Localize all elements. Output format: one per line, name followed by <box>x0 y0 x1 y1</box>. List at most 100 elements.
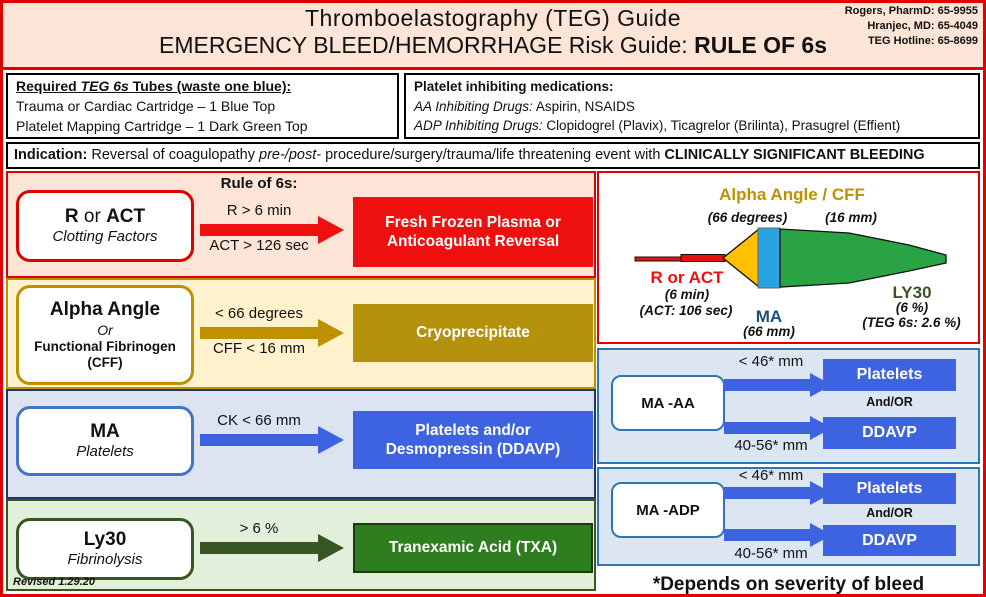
threshold-top: < 66 degrees <box>215 305 303 322</box>
arrow-head <box>318 216 344 244</box>
contact-line-pharmd: Rogers, PharmD: 65-9955 <box>844 5 978 17</box>
threshold-top: CK < 66 mm <box>217 412 301 429</box>
ma-aa-threshold-bottom: 40-56* mm <box>734 437 808 454</box>
ma-adp-target-platelets: Platelets <box>823 473 956 504</box>
ma-aa-panel: MA -AA < 46* mm Platelets And/OR DDAVP 4… <box>597 348 980 464</box>
ma-aa-threshold-top: < 46* mm <box>738 353 804 370</box>
indication-bar: Indication: Reversal of coagulopathy pre… <box>6 142 980 169</box>
arrow-head <box>318 319 344 347</box>
arrow-head <box>318 426 344 454</box>
ma-adp-target-ddavp: DDAVP <box>823 525 956 556</box>
tracing-ly30-value: (6 %) <box>895 300 929 315</box>
adp-drugs-value: Clopidogrel (Plavix), Ticagrelor (Brilin… <box>542 118 901 134</box>
rule-of-6s-label: Rule of 6s: <box>220 175 298 192</box>
adp-drugs-label: ADP Inhibiting Drugs: <box>414 118 543 134</box>
main-area: Rule of 6s: R or ACT Clotting Factors R … <box>6 171 980 594</box>
indication-text: procedure/surgery/trauma/life threatenin… <box>321 147 665 163</box>
header: Rogers, PharmD: 65-9955 Hranjec, MD: 65-… <box>3 3 983 70</box>
meds-heading: Platelet inhibiting medications: <box>414 79 614 94</box>
page-title: Thromboelastography (TEG) Guide <box>305 5 681 31</box>
indication-prepost: pre-/post- <box>259 147 322 163</box>
page-subtitle: EMERGENCY BLEED/HEMORRHAGE Risk Guide: R… <box>3 32 983 59</box>
arrow-bar <box>200 327 318 339</box>
param-box-ly30: Ly30 Fibrinolysis <box>16 518 194 580</box>
ma-adp-threshold-top: < 46* mm <box>738 467 804 484</box>
tubes-line-2: Platelet Mapping Cartridge – 1 Dark Gree… <box>16 117 308 134</box>
teg-tracing-panel: Alpha Angle / CFF (66 degrees) (16 mm) R… <box>597 171 980 344</box>
ma-aa-arrow-top <box>724 373 832 397</box>
aa-drugs-label: AA Inhibiting Drugs: <box>414 98 533 114</box>
ma-adp-arrow-bottom <box>724 523 832 547</box>
teg-tracing-svg <box>634 227 947 289</box>
flow-arrow-green <box>200 534 344 562</box>
severity-footnote: *Depends on severity of bleed <box>597 570 980 594</box>
contact-info: Rogers, PharmD: 65-9955 Hranjec, MD: 65-… <box>845 4 978 49</box>
indication-label: Indication: <box>14 147 88 163</box>
param-title-r: R <box>64 205 79 227</box>
tracing-ma-label: MA <box>755 307 783 326</box>
param-title: Alpha Angle <box>49 299 161 321</box>
row-ma: MA Platelets CK < 66 mm Platelets and/or… <box>6 389 596 499</box>
arrow-head <box>318 534 344 562</box>
tracing-cff-value: (16 mm) <box>825 210 877 225</box>
tracing-alpha-cff-title: Alpha Angle / CFF <box>719 185 865 204</box>
arrow-bar <box>200 224 318 236</box>
param-title: Ly30 <box>83 528 127 550</box>
ly30-spindle-shape <box>779 228 947 288</box>
tracing-ly30-label: LY30 <box>892 283 932 302</box>
tracing-ma-value: (66 mm) <box>743 324 795 339</box>
subtitle-rule-of-6s: RULE OF 6s <box>694 32 827 58</box>
param-subtitle: Fibrinolysis <box>67 551 143 569</box>
r-line-thin-shape <box>634 256 684 262</box>
tracing-r-value: (6 min) <box>664 287 710 302</box>
ma-adp-arrow-top <box>724 481 832 505</box>
tubes-line-1: Trauma or Cardiac Cartridge – 1 Blue Top <box>16 97 276 114</box>
tubes-heading: Required TEG 6s Tubes (waste one blue): <box>16 77 389 97</box>
param-box-ma: MA Platelets <box>16 406 194 476</box>
ma-aa-andor: And/OR <box>866 395 913 409</box>
meds-aa-line: AA Inhibiting Drugs: Aspirin, NSAIDS <box>414 97 970 117</box>
param-subtitle: Clotting Factors <box>52 228 158 246</box>
flow-arrow-red <box>200 216 344 244</box>
ma-aa-box: MA -AA <box>611 375 725 431</box>
param-box-alpha-angle: Alpha Angle Or Functional Fibrinogen (CF… <box>16 285 194 385</box>
contact-line-hotline: TEG Hotline: 65-8699 <box>867 34 978 47</box>
platelet-meds-box: Platelet inhibiting medications: AA Inhi… <box>404 73 980 139</box>
param-title: MA <box>90 420 120 442</box>
flow-arrow-blue <box>200 426 344 454</box>
ma-adp-threshold-bottom: 40-56* mm <box>734 545 808 562</box>
info-row: Required TEG 6s Tubes (waste one blue): … <box>6 73 980 139</box>
tubes-heading-part: Required <box>16 78 81 94</box>
ma-aa-target-ddavp: DDAVP <box>823 417 956 449</box>
arrow-bar <box>724 422 810 434</box>
revised-date: Revised 1.29.20 <box>13 576 95 588</box>
ma-adp-andor: And/OR <box>866 506 913 520</box>
required-tubes-box: Required TEG 6s Tubes (waste one blue): … <box>6 73 399 139</box>
ma-adp-panel: MA -ADP < 46* mm Platelets And/OR DDAVP … <box>597 467 980 566</box>
arrow-bar <box>724 379 810 391</box>
row-alpha-angle: Alpha Angle Or Functional Fibrinogen (CF… <box>6 278 596 389</box>
param-or: Or <box>97 321 113 338</box>
threshold-top: > 6 % <box>239 520 279 537</box>
ma-aa-target-platelets: Platelets <box>823 359 956 391</box>
param-title-or: or <box>78 205 107 227</box>
ma-bar-shape <box>757 227 781 289</box>
tracing-alpha-value: (66 degrees) <box>707 210 788 225</box>
tracing-act-value: (ACT: 106 sec) <box>639 303 733 318</box>
treatment-box-ffp: Fresh Frozen Plasma or Anticoagulant Rev… <box>353 197 593 267</box>
treatment-box-cryo: Cryoprecipitate <box>353 304 593 362</box>
aa-drugs-value: Aspirin, NSAIDS <box>532 98 635 114</box>
threshold-bottom: CFF < 16 mm <box>212 340 306 357</box>
r-line-thick-shape <box>680 254 726 262</box>
ma-adp-box: MA -ADP <box>611 482 725 538</box>
arrow-bar <box>724 487 810 499</box>
arrow-bar <box>200 542 318 554</box>
indication-text: Reversal of coagulopathy <box>87 147 259 163</box>
threshold-bottom: ACT > 126 sec <box>209 237 309 254</box>
row-r-act: Rule of 6s: R or ACT Clotting Factors R … <box>6 171 596 278</box>
param-subtitle: Functional Fibrinogen (CFF) <box>34 338 176 370</box>
tubes-heading-part: Tubes (waste one blue): <box>128 78 292 94</box>
right-panels: Alpha Angle / CFF (66 degrees) (16 mm) R… <box>597 171 980 594</box>
subtitle-text: EMERGENCY BLEED/HEMORRHAGE Risk Guide: <box>158 32 695 58</box>
indication-bleeding: CLINICALLY SIGNIFICANT BLEEDING <box>664 147 925 163</box>
